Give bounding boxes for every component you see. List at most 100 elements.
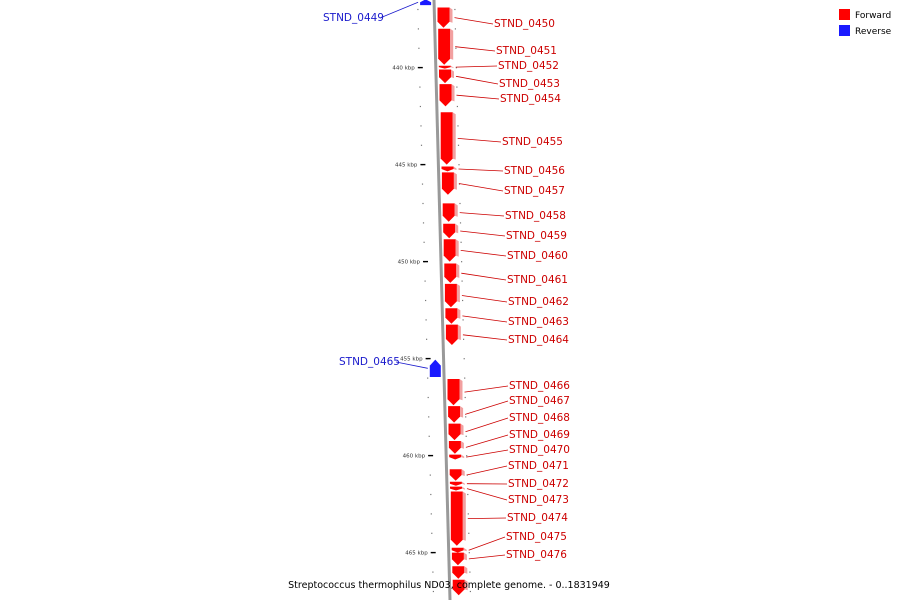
gene-label-STND_0475[interactable]: STND_0475 [468, 531, 567, 551]
gene-STND_0477[interactable] [452, 566, 468, 579]
gene-STND_0452[interactable] [438, 65, 454, 69]
gene-arrow [438, 65, 451, 69]
gene-STND_0470[interactable] [449, 454, 465, 460]
leader-line [465, 434, 509, 448]
gene-label-text: STND_0451 [496, 45, 557, 57]
gene-STND_0460[interactable] [443, 239, 459, 262]
minor-tick [464, 396, 466, 399]
legend-label-forward: Forward [855, 11, 891, 21]
gene-label-STND_0470[interactable]: STND_0470 [466, 444, 570, 458]
leader-line [459, 212, 505, 217]
gene-label-STND_0462[interactable]: STND_0462 [461, 295, 569, 309]
gene-STND_0474[interactable] [450, 491, 466, 546]
gene-label-STND_0474[interactable]: STND_0474 [467, 512, 569, 524]
gene-STND_0461[interactable] [444, 263, 460, 283]
gene-shade [464, 579, 468, 591]
gene-label-STND_0456[interactable]: STND_0456 [458, 165, 566, 177]
minor-tick [424, 280, 426, 282]
gene-STND_0468[interactable] [448, 423, 464, 441]
gene-label-STND_0449[interactable]: STND_0449 [323, 1, 419, 24]
gene-STND_0450[interactable] [437, 7, 453, 28]
gene-label-STND_0461[interactable]: STND_0461 [461, 272, 568, 286]
leader-line [464, 385, 509, 393]
gene-label-STND_0458[interactable]: STND_0458 [459, 210, 566, 222]
gene-label-STND_0457[interactable]: STND_0457 [458, 183, 565, 198]
gene-label-text: STND_0457 [504, 185, 565, 197]
gene-label-STND_0453[interactable]: STND_0453 [455, 75, 560, 90]
gene-label-STND_0460[interactable]: STND_0460 [460, 250, 568, 262]
gene-label-STND_0466[interactable]: STND_0466 [464, 380, 571, 393]
tick-label: 445 kbp [395, 163, 418, 169]
gene-label-STND_0463[interactable]: STND_0463 [462, 315, 569, 328]
gene-label-STND_0452[interactable]: STND_0452 [455, 60, 559, 72]
gene-STND_0458[interactable] [442, 203, 458, 222]
minor-tick [432, 590, 434, 593]
legend-item-reverse[interactable]: Reverse [839, 25, 892, 37]
gene-STND_0467[interactable] [448, 406, 464, 423]
gene-STND_0465[interactable] [429, 359, 441, 377]
gene-STND_0466[interactable] [447, 379, 463, 406]
leader-line [395, 361, 428, 369]
gene-label-STND_0467[interactable]: STND_0467 [464, 395, 570, 415]
gene-label-STND_0451[interactable]: STND_0451 [455, 45, 557, 57]
gene-label-text: STND_0471 [508, 460, 569, 472]
gene-STND_0469[interactable] [448, 441, 464, 454]
minor-tick [459, 202, 461, 205]
gene-STND_0476[interactable] [451, 552, 467, 566]
minor-tick [423, 241, 425, 243]
gene-label-STND_0471[interactable]: STND_0471 [466, 460, 569, 476]
gene-labels: STND_0449 STND_0450 STND_0451 STND_0452 STND… [323, 1, 571, 561]
gene-STND_0464[interactable] [445, 324, 461, 345]
minor-tick [459, 222, 462, 224]
gene-label-STND_0476[interactable]: STND_0476 [468, 549, 567, 561]
gene-STND_0463[interactable] [445, 308, 461, 324]
leader-line [462, 334, 508, 341]
gene-STND_0472[interactable] [449, 481, 465, 486]
gene-label-text: STND_0450 [494, 18, 555, 30]
gene-STND_0475[interactable] [451, 547, 467, 553]
minor-tick [458, 164, 460, 166]
gene-STND_0454[interactable] [439, 84, 455, 107]
gene-shade [461, 454, 465, 459]
gene-STND_0449[interactable] [420, 0, 432, 6]
gene-label-STND_0455[interactable]: STND_0455 [457, 136, 563, 148]
gene-label-STND_0468[interactable]: STND_0468 [465, 412, 571, 433]
gene-STND_0455[interactable] [440, 112, 456, 165]
minor-tick [430, 513, 432, 515]
gene-STND_0456[interactable] [441, 166, 457, 172]
minor-tick [462, 319, 464, 321]
gene-STND_0451[interactable] [438, 28, 454, 65]
minor-tick [463, 358, 465, 360]
gene-label-text: STND_0456 [504, 165, 565, 177]
gene-label-STND_0454[interactable]: STND_0454 [456, 93, 562, 105]
gene-shade [455, 239, 459, 257]
gene-label-STND_0473[interactable]: STND_0473 [466, 488, 569, 506]
gene-shade [463, 552, 467, 561]
minor-tick [457, 125, 459, 127]
gene-STND_0457[interactable] [441, 172, 457, 195]
gene-label-STND_0459[interactable]: STND_0459 [460, 230, 567, 242]
gene-label-STND_0472[interactable]: STND_0472 [466, 478, 569, 490]
gene-label-STND_0469[interactable]: STND_0469 [465, 429, 570, 448]
minor-tick [454, 28, 456, 30]
gene-label-STND_0464[interactable]: STND_0464 [462, 334, 569, 346]
gene-STND_0453[interactable] [439, 69, 454, 84]
gene-shade [457, 324, 461, 340]
minor-tick [425, 319, 427, 321]
gene-STND_0478[interactable] [452, 579, 468, 596]
gene-shade [452, 112, 456, 160]
gene-arrow [444, 263, 457, 283]
gene-label-STND_0465[interactable]: STND_0465 [339, 356, 428, 369]
leader-line [458, 168, 504, 172]
gene-STND_0459[interactable] [443, 223, 459, 239]
gene-arrow [448, 423, 461, 441]
gene-label-STND_0450[interactable]: STND_0450 [454, 17, 556, 30]
minor-tick [458, 183, 461, 185]
gene-STND_0473[interactable] [450, 486, 465, 491]
gene-shade [456, 263, 460, 278]
gene-STND_0471[interactable] [449, 469, 465, 481]
gene-arrow [448, 441, 461, 454]
legend-item-forward[interactable]: Forward [839, 9, 891, 21]
gene-STND_0462[interactable] [444, 283, 460, 308]
minor-tick [460, 241, 462, 243]
